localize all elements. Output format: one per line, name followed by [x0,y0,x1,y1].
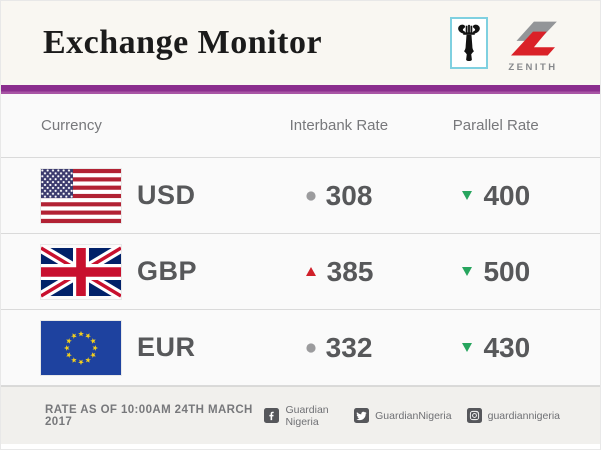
accent-bar [1,85,600,94]
parallel-rate-eur: 430 [461,332,530,364]
zenith-wordmark: ZENITH [508,62,558,73]
guardian-crest-icon [458,24,480,62]
currency-code: EUR [137,332,196,362]
guardian-nigeria-logo [450,17,488,69]
interbank-rate-eur: 332 [306,331,373,364]
instagram-handle[interactable]: guardiannigeria [466,408,560,423]
usd-flag [41,168,121,223]
social-links: Guardian Nigeria GuardianNigeria [264,404,560,428]
interbank-value: 308 [325,179,373,211]
rate-timestamp: RATE AS OF 10:00AM 24TH MARCH 2017 [45,403,253,428]
column-header-currency: Currency [41,117,102,134]
trend-down-icon [461,266,473,277]
zenith-bank-logo: ZENITH [500,13,566,73]
parallel-rate-usd: 400 [461,180,530,212]
currency-code: USD [137,180,196,210]
column-header-interbank: Interbank Rate [289,117,389,134]
zenith-z-icon [511,21,557,56]
table-row-gbp: GBP 385 500 [1,234,600,310]
twitter-handle-label: GuardianNigeria [375,409,452,422]
steady-icon [306,190,316,201]
currency-code: GBP [137,256,198,286]
column-header-parallel: Parallel Rate [452,117,539,134]
page-title: Exchange Monitor [43,24,323,61]
trend-up-icon [305,266,317,277]
parallel-rate-gbp: 500 [461,256,530,288]
table-row-usd: USD 308 400 [1,158,600,234]
instagram-icon [466,408,482,423]
eu-flag [41,320,121,375]
interbank-rate-gbp: 385 [305,255,374,288]
twitter-handle[interactable]: GuardianNigeria [354,408,452,423]
trend-down-icon [461,190,473,201]
facebook-handle-label: Guardian Nigeria [285,403,329,428]
facebook-icon [264,408,280,423]
uk-flag [41,244,121,299]
trend-down-icon [461,342,473,353]
footer: RATE AS OF 10:00AM 24TH MARCH 2017 Guard… [1,386,600,444]
interbank-rate-usd: 308 [306,179,373,212]
parallel-value: 400 [483,179,531,211]
steady-icon [306,342,316,353]
header: Exchange Monitor [1,1,600,85]
instagram-handle-label: guardiannigeria [487,409,560,422]
facebook-handle[interactable]: Guardian Nigeria [264,404,339,428]
table-row-eur: EUR 332 430 [1,310,600,386]
parallel-value: 430 [483,331,531,363]
logo-group: ZENITH [450,13,566,73]
parallel-value: 500 [483,255,531,287]
interbank-value: 385 [326,255,374,287]
table-header-row: Currency Interbank Rate Parallel Rate [1,94,600,158]
twitter-icon [354,408,370,423]
interbank-value: 332 [325,331,373,363]
rates-table: Currency Interbank Rate Parallel Rate [1,94,600,386]
